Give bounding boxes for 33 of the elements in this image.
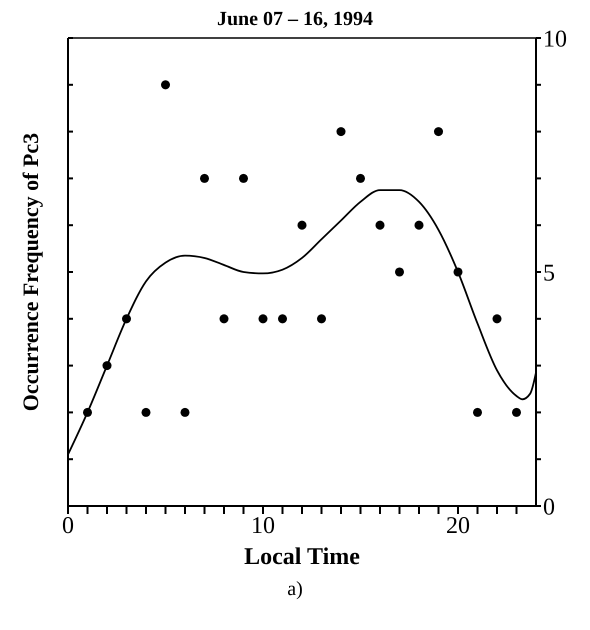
point xyxy=(102,361,112,370)
point xyxy=(297,220,307,230)
point xyxy=(180,408,190,417)
point xyxy=(258,314,268,324)
point xyxy=(492,314,502,324)
x-tick-label: 20 xyxy=(446,513,470,540)
point xyxy=(356,174,366,183)
point xyxy=(278,314,288,324)
point xyxy=(453,267,463,277)
point xyxy=(82,408,92,417)
point xyxy=(122,314,132,324)
x-tick-label: 10 xyxy=(251,513,275,540)
point xyxy=(512,408,522,417)
point xyxy=(414,220,424,230)
point xyxy=(375,220,385,230)
point xyxy=(472,408,482,417)
point xyxy=(200,174,210,183)
point xyxy=(141,408,151,417)
point xyxy=(336,127,346,136)
point xyxy=(394,267,404,277)
y-tick-label: 0 xyxy=(543,494,555,521)
chart-title: June 07 – 16, 1994 xyxy=(216,8,374,30)
text: a) xyxy=(286,578,304,601)
x-axis-title: Local Time xyxy=(244,544,360,570)
y-tick-label: 5 xyxy=(543,260,555,287)
point xyxy=(160,80,170,90)
point xyxy=(238,174,248,183)
point xyxy=(434,127,444,136)
y-tick-label: 10 xyxy=(543,26,567,53)
point xyxy=(219,314,229,324)
y-axis-title: Occurrence Frequency of Pc3 xyxy=(18,132,43,412)
point xyxy=(316,314,326,324)
x-tick-label: 0 xyxy=(62,513,74,540)
